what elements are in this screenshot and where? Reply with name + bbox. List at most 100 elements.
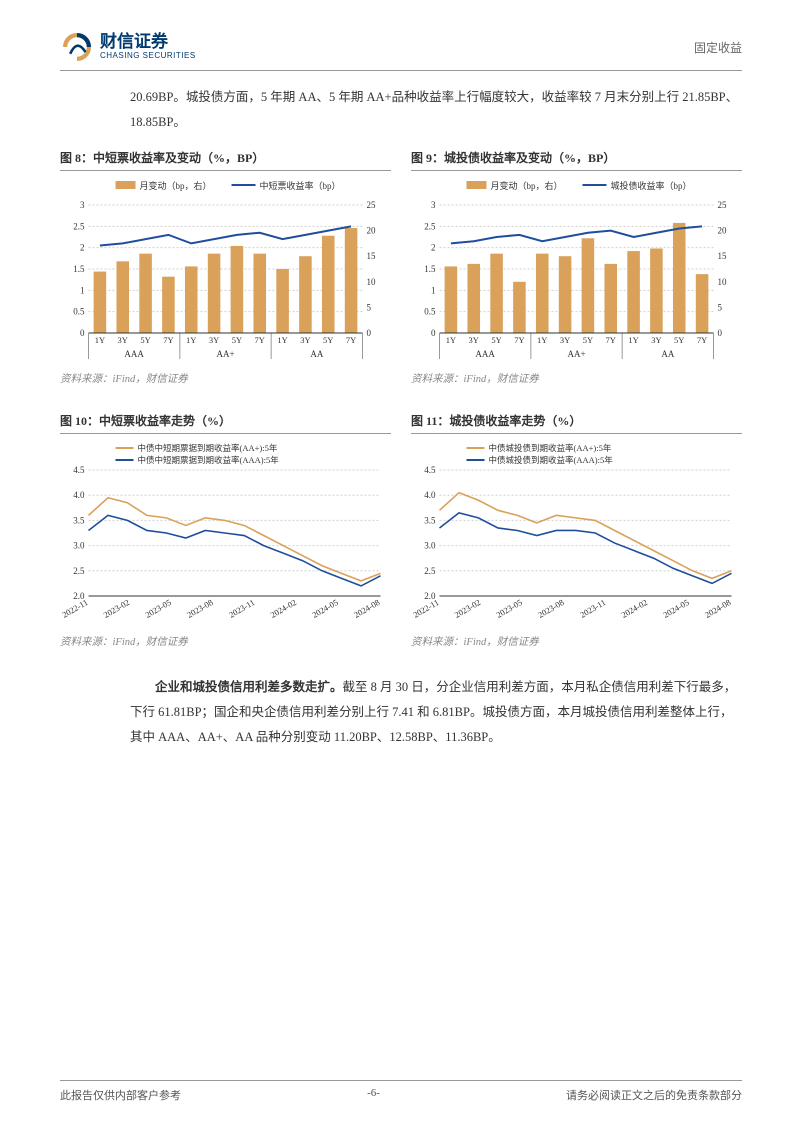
svg-text:1: 1 xyxy=(80,285,85,295)
svg-text:3Y: 3Y xyxy=(118,335,128,345)
logo-icon xyxy=(60,30,94,64)
svg-text:10: 10 xyxy=(718,277,728,287)
svg-text:2.5: 2.5 xyxy=(73,566,85,576)
svg-text:3Y: 3Y xyxy=(560,335,570,345)
svg-text:7Y: 7Y xyxy=(606,335,616,345)
svg-text:7Y: 7Y xyxy=(255,335,265,345)
svg-text:2: 2 xyxy=(431,243,436,253)
svg-text:3Y: 3Y xyxy=(300,335,310,345)
svg-text:0: 0 xyxy=(431,328,436,338)
svg-text:0: 0 xyxy=(367,328,372,338)
svg-text:7Y: 7Y xyxy=(697,335,707,345)
chart8: 月变动（bp，右）中短票收益率（bp）00.511.522.5305101520… xyxy=(60,177,391,367)
chart9: 月变动（bp，右）城投债收益率（bp）00.511.522.5305101520… xyxy=(411,177,742,367)
paragraph-2: 企业和城投债信用利差多数走扩。截至 8 月 30 日，分企业信用利差方面，本月私… xyxy=(130,675,742,750)
svg-text:0: 0 xyxy=(718,328,723,338)
svg-text:15: 15 xyxy=(718,251,728,261)
para2-bold: 企业和城投债信用利差多数走扩。 xyxy=(155,680,343,694)
svg-text:2024-08: 2024-08 xyxy=(352,597,382,620)
svg-text:2023-05: 2023-05 xyxy=(494,597,524,620)
header-category: 固定收益 xyxy=(694,39,742,56)
chart9-source: 资料来源：iFind，财信证券 xyxy=(411,371,742,386)
svg-text:10: 10 xyxy=(367,277,377,287)
svg-text:7Y: 7Y xyxy=(163,335,173,345)
svg-text:AA: AA xyxy=(661,349,674,359)
chart9-title: 图 9：城投债收益率及变动（%，BP） xyxy=(411,149,742,171)
page-header: 财信证券 CHASING SECURITIES 固定收益 xyxy=(60,30,742,71)
svg-text:4.5: 4.5 xyxy=(424,465,436,475)
svg-text:1Y: 1Y xyxy=(537,335,547,345)
svg-text:5: 5 xyxy=(718,302,723,312)
svg-text:0.5: 0.5 xyxy=(73,307,85,317)
footer-left: 此报告仅供内部客户参考 xyxy=(60,1087,181,1103)
chart10-title: 图 10：中短票收益率走势（%） xyxy=(60,412,391,434)
svg-text:5: 5 xyxy=(367,302,372,312)
svg-text:1.5: 1.5 xyxy=(424,264,436,274)
chart11: 中债城投债到期收益率(AA+):5年中债城投债到期收益率(AAA):5年2.02… xyxy=(411,440,742,630)
svg-text:中债城投债到期收益率(AAA):5年: 中债城投债到期收益率(AAA):5年 xyxy=(489,455,614,465)
svg-text:3.0: 3.0 xyxy=(424,541,436,551)
svg-text:2024-08: 2024-08 xyxy=(703,597,733,620)
svg-text:中债中短期票据到期收益率(AA+):5年: 中债中短期票据到期收益率(AA+):5年 xyxy=(138,443,278,453)
svg-text:2.5: 2.5 xyxy=(424,221,436,231)
footer-center: -6- xyxy=(367,1087,380,1103)
svg-text:5Y: 5Y xyxy=(232,335,242,345)
svg-text:月变动（bp，右）: 月变动（bp，右） xyxy=(140,180,212,191)
svg-text:AAA: AAA xyxy=(124,349,144,359)
svg-text:AA+: AA+ xyxy=(216,349,234,359)
page-footer: 此报告仅供内部客户参考 -6- 请务必阅读正文之后的免责条款部分 xyxy=(60,1080,742,1103)
svg-text:城投债收益率（bp）: 城投债收益率（bp） xyxy=(611,180,692,191)
svg-text:3Y: 3Y xyxy=(469,335,479,345)
svg-text:25: 25 xyxy=(367,200,377,210)
svg-text:1Y: 1Y xyxy=(446,335,456,345)
svg-text:AAA: AAA xyxy=(475,349,495,359)
chart11-title: 图 11：城投债收益率走势（%） xyxy=(411,412,742,434)
svg-text:月变动（bp，右）: 月变动（bp，右） xyxy=(491,180,563,191)
svg-text:5Y: 5Y xyxy=(323,335,333,345)
chart8-title: 图 8：中短票收益率及变动（%，BP） xyxy=(60,149,391,171)
svg-text:2024-05: 2024-05 xyxy=(310,597,340,620)
svg-text:7Y: 7Y xyxy=(346,335,356,345)
svg-text:1.5: 1.5 xyxy=(73,264,85,274)
svg-text:5Y: 5Y xyxy=(583,335,593,345)
svg-text:5Y: 5Y xyxy=(140,335,150,345)
svg-text:2023-08: 2023-08 xyxy=(536,597,566,620)
svg-text:0: 0 xyxy=(80,328,85,338)
chart11-source: 资料来源：iFind，财信证券 xyxy=(411,634,742,649)
svg-text:3: 3 xyxy=(431,200,436,210)
logo-block: 财信证券 CHASING SECURITIES xyxy=(60,30,196,64)
svg-text:3.0: 3.0 xyxy=(73,541,85,551)
svg-text:4.0: 4.0 xyxy=(73,490,85,500)
svg-text:1Y: 1Y xyxy=(95,335,105,345)
chart10: 中债中短期票据到期收益率(AA+):5年中债中短期票据到期收益率(AAA):5年… xyxy=(60,440,391,630)
svg-text:AA: AA xyxy=(310,349,323,359)
svg-text:1: 1 xyxy=(431,285,436,295)
paragraph-1: 20.69BP。城投债方面，5 年期 AA、5 年期 AA+品种收益率上行幅度较… xyxy=(130,85,742,135)
svg-text:4.5: 4.5 xyxy=(73,465,85,475)
svg-text:2023-05: 2023-05 xyxy=(143,597,173,620)
logo-en: CHASING SECURITIES xyxy=(100,52,196,61)
svg-text:20: 20 xyxy=(367,226,377,236)
svg-text:4.0: 4.0 xyxy=(424,490,436,500)
svg-text:3Y: 3Y xyxy=(209,335,219,345)
svg-text:AA+: AA+ xyxy=(567,349,585,359)
svg-text:5Y: 5Y xyxy=(674,335,684,345)
chart8-source: 资料来源：iFind，财信证券 xyxy=(60,371,391,386)
svg-text:2024-02: 2024-02 xyxy=(620,597,650,620)
svg-text:5Y: 5Y xyxy=(491,335,501,345)
logo-cn: 财信证券 xyxy=(100,33,196,52)
svg-text:2023-11: 2023-11 xyxy=(227,597,256,620)
svg-text:7Y: 7Y xyxy=(514,335,524,345)
svg-text:0.5: 0.5 xyxy=(424,307,436,317)
svg-text:2.5: 2.5 xyxy=(424,566,436,576)
svg-text:2024-05: 2024-05 xyxy=(661,597,691,620)
svg-text:2: 2 xyxy=(80,243,85,253)
svg-text:2.5: 2.5 xyxy=(73,221,85,231)
svg-text:中债城投债到期收益率(AA+):5年: 中债城投债到期收益率(AA+):5年 xyxy=(489,443,612,453)
svg-text:25: 25 xyxy=(718,200,728,210)
svg-text:1Y: 1Y xyxy=(628,335,638,345)
footer-right: 请务必阅读正文之后的免责条款部分 xyxy=(566,1087,742,1103)
svg-text:3Y: 3Y xyxy=(651,335,661,345)
svg-text:中债中短期票据到期收益率(AAA):5年: 中债中短期票据到期收益率(AAA):5年 xyxy=(138,455,280,465)
svg-text:3.5: 3.5 xyxy=(73,515,85,525)
